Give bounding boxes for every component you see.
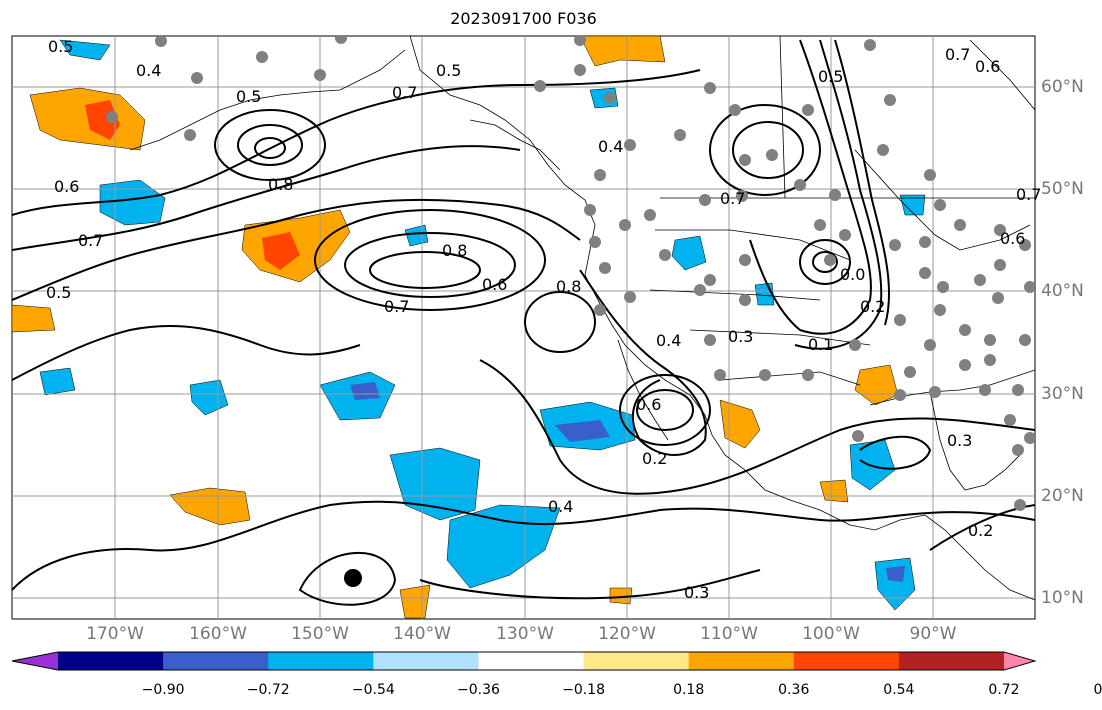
colorbar-tick-label: 0.36 — [778, 682, 810, 698]
contour-label: 0.8 — [268, 175, 293, 194]
longitude-label: 90°W — [909, 624, 957, 644]
station-dots — [106, 36, 1035, 511]
contour-label: 0.2 — [968, 521, 993, 540]
colorbar-tick-label: −0.72 — [246, 682, 290, 698]
contour-label: 0.7 — [78, 231, 103, 250]
colorbar-tick-label: −0.18 — [562, 682, 605, 698]
colorbar-segment — [688, 652, 795, 670]
contour-label: 0.3 — [947, 431, 972, 450]
contour-lines — [12, 39, 1035, 606]
contour-label: 0.7 — [392, 83, 417, 102]
colorbar-tick-label: −0.90 — [141, 682, 185, 698]
longitude-label: 120°W — [598, 624, 656, 644]
contour-label: 0.6 — [975, 57, 1000, 76]
longitude-label: 150°W — [291, 624, 349, 644]
longitude-label: 170°W — [86, 624, 144, 644]
longitude-label: 110°W — [700, 624, 758, 644]
contour-label: 0.6 — [1000, 229, 1025, 248]
contour-label: 0.4 — [136, 61, 161, 80]
colorbar-tick-label: 0.54 — [883, 682, 915, 698]
colorbar — [11, 651, 1037, 671]
latitude-label: 30°N — [1041, 384, 1084, 404]
contour-label: 0.2 — [860, 297, 885, 316]
contour-label: 0.8 — [442, 241, 467, 260]
longitude-label: 140°W — [393, 624, 451, 644]
colorbar-segment — [793, 652, 900, 670]
contour-label: 0.6 — [54, 177, 79, 196]
contour-label: 0.5 — [48, 37, 73, 56]
anomaly-shading — [12, 36, 926, 619]
latitude-label: 10°N — [1041, 588, 1084, 608]
colorbar-segment — [58, 652, 164, 670]
contour-label: 0.6 — [636, 395, 661, 414]
contour-label: 0.4 — [656, 331, 681, 350]
contour-label: 0.2 — [642, 449, 667, 468]
colorbar-tick-label: 0.18 — [673, 682, 705, 698]
storm-marker — [344, 569, 362, 587]
colorbar-tick-label: −0.36 — [456, 682, 500, 698]
longitude-label: 160°W — [189, 624, 247, 644]
colorbar-segment — [163, 652, 269, 670]
contour-label: 0.7 — [1016, 185, 1041, 204]
contour-label: 0.7 — [945, 45, 970, 64]
latitude-label: 40°N — [1041, 281, 1084, 301]
contour-label: 0.5 — [436, 61, 461, 80]
contour-label: 0.3 — [684, 583, 709, 602]
colorbar-segment — [268, 652, 374, 670]
colorbar-segment — [583, 652, 690, 670]
colorbar-tick-label: 0.90 — [1093, 682, 1102, 698]
colorbar-segment — [478, 652, 585, 670]
contour-label: 0.3 — [728, 327, 753, 346]
contour-label: 0.4 — [548, 497, 573, 516]
colorbar-tick-label: −0.54 — [351, 682, 395, 698]
contour-label: 0.5 — [818, 67, 843, 86]
map-title: 2023091700 F036 — [450, 9, 597, 28]
contour-label: 0.7 — [720, 189, 745, 208]
contour-label: 0.1 — [808, 335, 833, 354]
contour-label: 0.7 — [384, 297, 409, 316]
contour-label: 0.5 — [236, 87, 261, 106]
colorbar-segments — [12, 652, 1035, 670]
coastlines — [129, 36, 1035, 601]
contour-label: 0.6 — [482, 275, 507, 294]
colorbar-segment — [898, 652, 1005, 670]
longitude-label: 100°W — [802, 624, 860, 644]
colorbar-outline — [11, 651, 1037, 671]
map-plot: 0.5 0.4 0.5 0.7 0.5 0.7 0.6 0.7 0.6 0.7 … — [11, 35, 1041, 620]
contour-label: 0.8 — [556, 277, 581, 296]
colorbar-segment — [373, 652, 479, 670]
contour-label: 0.5 — [46, 283, 71, 302]
latitude-label: 50°N — [1041, 179, 1084, 199]
contour-label: 0.0 — [840, 265, 865, 284]
contour-label-layer: 0.5 0.4 0.5 0.7 0.5 0.7 0.6 0.7 0.6 0.7 … — [46, 37, 1041, 602]
contour-label: 0.4 — [598, 137, 623, 156]
colorbar-extend-low — [12, 652, 58, 670]
latitude-label: 20°N — [1041, 486, 1084, 506]
longitude-label: 130°W — [496, 624, 554, 644]
colorbar-tick-label: 0.72 — [988, 682, 1020, 698]
colorbar-extend-high — [1004, 652, 1035, 670]
latitude-label: 60°N — [1041, 77, 1084, 97]
